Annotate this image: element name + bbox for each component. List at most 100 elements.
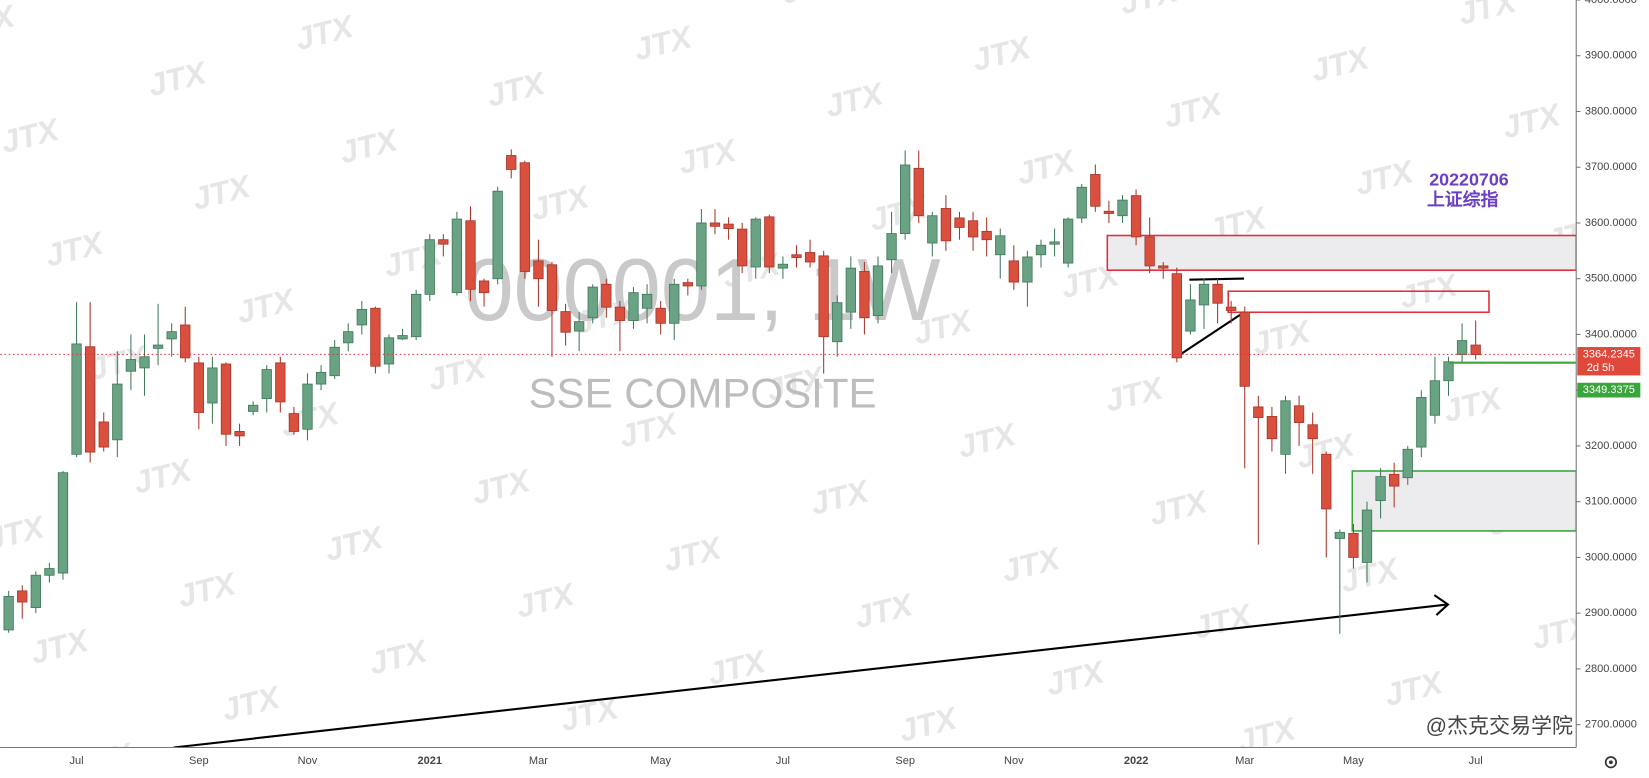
candle-body [1049, 241, 1060, 245]
candle-body [1171, 273, 1182, 359]
y-tick-label: 2700.0000 [1585, 719, 1637, 731]
settings-icon[interactable] [1604, 756, 1618, 769]
trend-line [1189, 277, 1245, 281]
candle-body [1090, 174, 1101, 207]
candle-body [302, 383, 313, 430]
x-tick-label: 2022 [1124, 755, 1149, 767]
candle-body [1022, 256, 1033, 283]
candle-body [1416, 397, 1427, 448]
candle-body [981, 230, 992, 241]
candle-body [1035, 244, 1047, 256]
candle-body [1239, 311, 1250, 387]
gear[interactable] [1604, 756, 1618, 769]
candle-body [125, 359, 137, 372]
x-tick-label: May [650, 755, 671, 767]
candle-body [207, 367, 218, 404]
jtx-watermark: JTX [41, 224, 108, 273]
candle-body [696, 222, 707, 287]
jtx-watermark: JTX [174, 565, 241, 614]
candle-body [804, 252, 816, 263]
resistance-box [1227, 290, 1490, 314]
countdown-label: 2d 5h [1587, 362, 1615, 374]
candle-body [1008, 260, 1019, 283]
candle-body [1402, 448, 1413, 479]
jtx-watermark: JTX [822, 75, 889, 124]
jtx-watermark: JTX [292, 8, 359, 57]
annotation-date: 20220706 [1429, 170, 1509, 190]
candle-body [1321, 453, 1332, 510]
candle-body [1348, 533, 1359, 558]
jtx-watermark: JTX [380, 235, 447, 284]
x-tick-label: Sep [189, 755, 209, 767]
jtx-watermark: JTX [630, 18, 697, 67]
jtx-watermark: JTX [674, 132, 741, 181]
candle-body [560, 311, 571, 333]
candle-body [682, 282, 693, 287]
jtx-watermark: JTX [1101, 369, 1168, 418]
jtx-watermark: JTX [1145, 483, 1212, 532]
x-tick-label: Nov [1004, 755, 1024, 767]
candle-body [370, 307, 381, 367]
candle-body [913, 167, 924, 217]
candle-body [30, 574, 41, 609]
candle-body [818, 255, 829, 338]
candle-body [3, 596, 14, 631]
candle-body [506, 155, 517, 170]
candle-body [166, 331, 177, 340]
candle-body [967, 220, 979, 238]
y-tick-label: 3800.0000 [1585, 105, 1637, 117]
jtx-watermark: JTX [0, 508, 49, 557]
jtx-watermark: JTX [1440, 380, 1507, 429]
candle-body [261, 369, 272, 399]
y-tick-label: 2800.0000 [1585, 663, 1637, 675]
jtx-watermark: JTX [321, 518, 388, 567]
jtx-watermark: JTX [777, 0, 844, 11]
candle-body [533, 260, 544, 280]
jtx-watermark: JTX [483, 64, 550, 113]
time-axis-panel [0, 747, 1649, 778]
candle-body [614, 306, 626, 321]
arrow-head [1433, 594, 1450, 616]
jtx-watermark: JTX [1116, 0, 1183, 21]
candle-body [451, 218, 463, 294]
candle-body [112, 383, 123, 441]
candle-body [1212, 283, 1223, 304]
jtx-watermark: JTX [0, 0, 20, 46]
candle-body [478, 280, 490, 294]
x-tick-label: Mar [1235, 755, 1254, 767]
gear-center [1609, 760, 1613, 765]
jtx-watermark: JTX [218, 678, 285, 727]
candle-body [1158, 265, 1169, 269]
candle-body [750, 218, 761, 268]
candle-body [1361, 509, 1373, 563]
candle-body [1280, 400, 1291, 455]
x-tick-label: Mar [529, 755, 548, 767]
candle-body [288, 413, 300, 432]
candle-body [641, 293, 653, 309]
jtx-watermark: JTX [336, 121, 403, 170]
candle-body [886, 233, 897, 261]
candle-body [1470, 344, 1481, 355]
jtx-watermark: JTX [468, 462, 535, 511]
candle-body [234, 431, 245, 437]
x-tick-label: Jul [776, 755, 790, 767]
jtx-watermark: JTX [424, 348, 491, 397]
x-tick-label: Jul [1469, 755, 1483, 767]
symbol-name-watermark: SSE COMPOSITE [528, 369, 876, 416]
jtx-watermark: JTX [998, 540, 1065, 589]
candle-body [248, 404, 259, 412]
x-tick-label: Jul [70, 755, 84, 767]
arrow-line [173, 603, 1448, 749]
jtx-watermark: JTX [895, 699, 962, 748]
jtx-watermark: JTX [513, 575, 580, 624]
candle-body [764, 216, 775, 268]
trend-line [1175, 311, 1245, 359]
candle-body [519, 162, 530, 272]
candle-body [1429, 380, 1441, 416]
jtx-watermark: JTX [1190, 596, 1257, 645]
jtx-watermark: JTX [1381, 664, 1448, 713]
candle-body [411, 293, 422, 338]
candle-body [954, 217, 965, 228]
y-tick-label: 3600.0000 [1585, 217, 1637, 229]
